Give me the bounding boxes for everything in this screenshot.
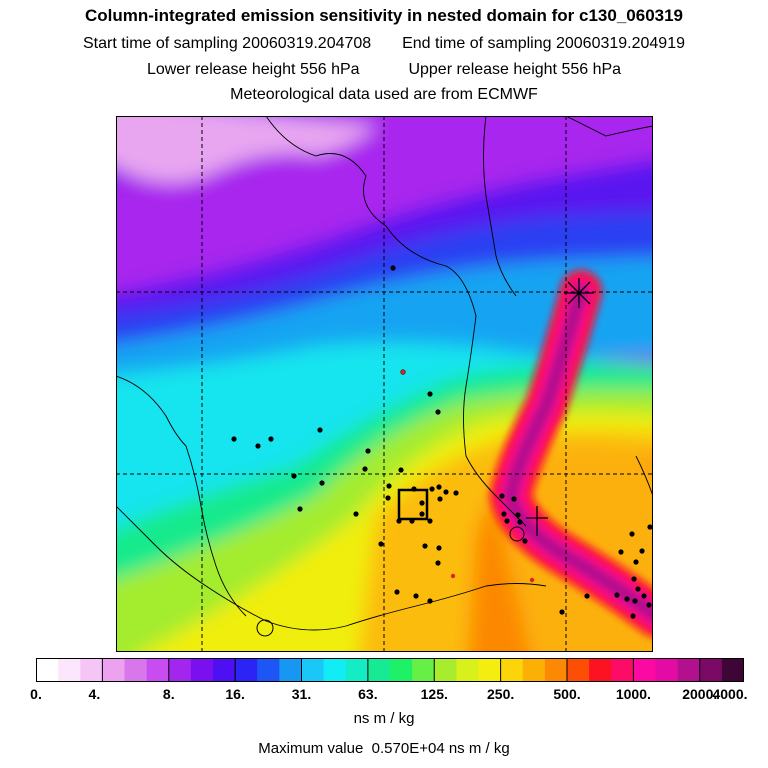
sampling-times: Start time of sampling 20060319.204708 E…	[0, 35, 768, 53]
colorbar-segment	[146, 658, 170, 682]
plume-end-marker	[526, 506, 548, 536]
station-dots	[231, 265, 653, 619]
colorbar-segment	[611, 658, 634, 682]
plot-title: Column-integrated emission sensitivity i…	[84, 6, 684, 25]
colorbar-segment	[633, 658, 656, 682]
colorbar-tick-label: 16.	[225, 686, 245, 702]
colorbar-tick-label: 4.	[88, 686, 101, 702]
start-time-value: 20060319.204708	[242, 35, 372, 52]
colorbar-segment	[544, 658, 568, 682]
maximum-value-label: Maximum value	[258, 740, 364, 757]
colorbar-segment	[677, 658, 701, 682]
colorbar-segment	[102, 658, 125, 682]
plume-start-marker	[564, 278, 594, 308]
colorbar-segment	[168, 658, 192, 682]
end-time-value: 20060319.204919	[555, 35, 685, 52]
colorbar-segment	[522, 658, 546, 682]
colorbar-segment	[721, 658, 744, 682]
maximum-value-number: 0.570E+04 ns m / kg	[371, 740, 510, 757]
colorbar-segment	[235, 658, 258, 682]
colorbar-tick-label: 250.	[487, 686, 515, 702]
sensitivity-map	[116, 116, 653, 652]
colorbar-tick-label: 4000.	[712, 686, 748, 702]
colorbar-segment	[36, 658, 59, 682]
colorbar-segment	[500, 658, 524, 682]
coastline-boundaries	[116, 116, 653, 631]
colorbar-segment	[190, 658, 214, 682]
colorbar-tick-label: 0.	[30, 686, 42, 702]
lower-height-value: 556 hPa	[299, 61, 360, 78]
colorbar-tick-label: 2000.	[682, 686, 718, 702]
colorbar-segment	[478, 658, 502, 682]
plume	[489, 270, 653, 637]
colorbar-segment	[124, 658, 148, 682]
colorbar-tick-label: 63.	[358, 686, 378, 702]
colorbar-tick-label: 500.	[553, 686, 581, 702]
colorbar-segment	[323, 658, 347, 682]
upper-height-label: Upper release height	[408, 61, 557, 78]
colorbar-tick-label: 31.	[291, 686, 312, 702]
colorbar-segment	[567, 658, 590, 682]
colorbar-ticks: 0. 4. 8. 16. 31. 63. 125. 250. 500. 1000. 2000. 400…	[0, 686, 768, 706]
colorbar-segment	[589, 658, 612, 682]
met-data-note: Meteorological data used are from ECMWF	[230, 86, 538, 103]
release-heights: Lower release height 556 hPa Upper relea…	[0, 61, 768, 79]
colorbar	[36, 658, 744, 682]
colorbar-segment	[367, 658, 391, 682]
colorbar-units: ns m / kg	[353, 710, 415, 727]
colorbar-segment	[58, 658, 81, 682]
colorbar-segment	[655, 658, 679, 682]
colorbar-segment	[390, 658, 413, 682]
colorbar-segment	[699, 658, 723, 682]
colorbar-segment	[279, 658, 302, 682]
colorbar-tick-label: 8.	[162, 686, 175, 702]
colorbar-tick-label: 1000.	[615, 686, 651, 702]
colorbar-segment	[80, 658, 103, 682]
colorbar-tick-label: 125.	[420, 686, 448, 702]
point-marker	[509, 526, 525, 542]
colorbar-segment	[412, 658, 435, 682]
red-stations	[400, 369, 535, 583]
colorbar-segment	[301, 658, 325, 682]
lake-outline	[256, 619, 274, 637]
maximum-value: Maximum value 0.570E+04 ns m / kg	[0, 740, 768, 757]
colorbar-segment	[213, 658, 236, 682]
end-time-label: End time of sampling	[402, 35, 552, 52]
colorbar-segment	[456, 658, 479, 682]
graticule	[116, 116, 653, 652]
upper-height-value: 556 hPa	[561, 61, 622, 78]
colorbar-segment	[434, 658, 457, 682]
colorbar-segment	[345, 658, 369, 682]
colorbar-segment	[257, 658, 280, 682]
lower-height-label: Lower release height	[146, 61, 296, 78]
release-box	[397, 488, 429, 521]
start-time-label: Start time of sampling	[82, 35, 238, 52]
